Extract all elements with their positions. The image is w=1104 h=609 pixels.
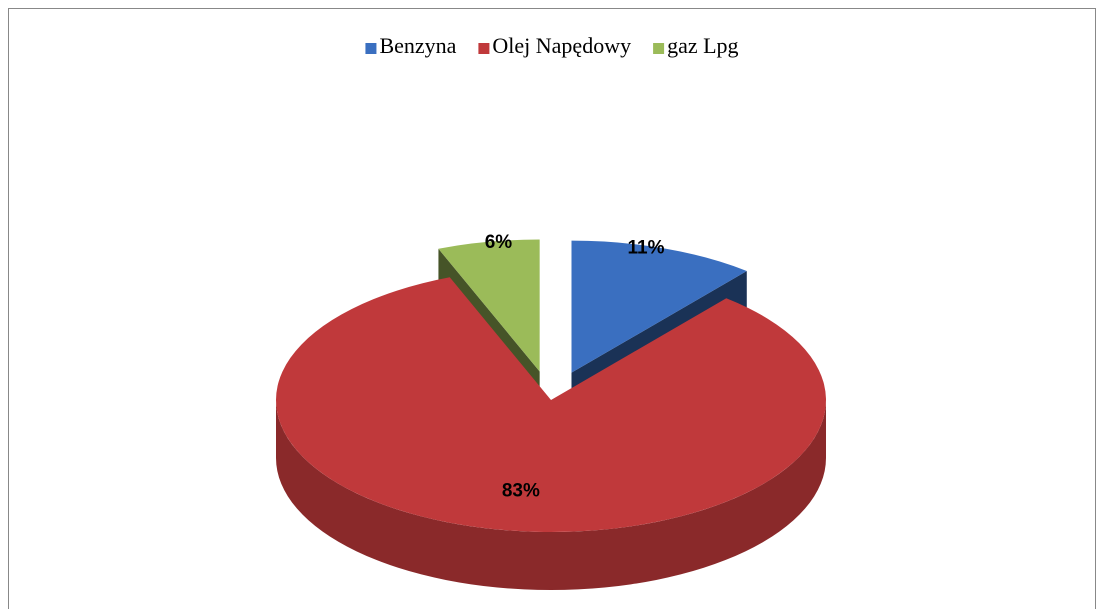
legend-label: gaz Lpg [667, 33, 738, 58]
slice [276, 277, 826, 590]
data-label: 6% [485, 232, 513, 253]
slice-top [276, 277, 826, 532]
slice-top [571, 240, 747, 373]
legend: Benzyna Olej Napędowy gaz Lpg [365, 33, 739, 58]
legend-label: Benzyna [379, 33, 456, 58]
slice-side [276, 400, 826, 590]
legend-swatch [365, 43, 377, 54]
legend-swatch [478, 43, 490, 54]
slice-top [438, 239, 540, 372]
data-label: 11% [628, 237, 665, 258]
legend-swatch [653, 43, 665, 54]
data-label: 83% [502, 480, 540, 501]
legend-label: Olej Napędowy [492, 33, 631, 58]
chart-frame [8, 8, 1096, 609]
